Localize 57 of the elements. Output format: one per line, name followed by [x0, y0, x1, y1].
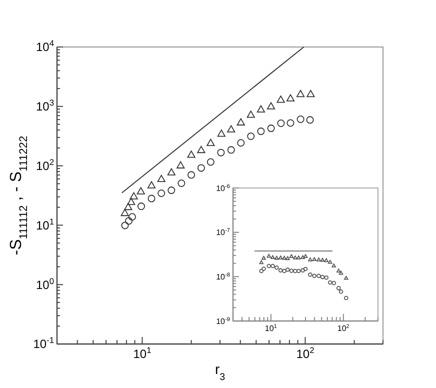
point — [274, 265, 279, 270]
point — [293, 256, 298, 260]
x-axis-title: r$_{3}$ — [214, 361, 226, 382]
point — [338, 289, 344, 294]
point — [324, 258, 328, 262]
point — [312, 274, 316, 278]
point — [293, 268, 298, 274]
y-tick-label: 10$^{-9}$ — [216, 316, 230, 326]
point — [266, 264, 272, 268]
point — [285, 267, 290, 272]
point — [285, 256, 290, 260]
point — [328, 260, 332, 264]
y-tick-label: 10$^{0}$ — [36, 276, 54, 292]
point — [320, 258, 325, 262]
point — [266, 254, 272, 258]
point — [278, 256, 283, 260]
point — [316, 274, 321, 278]
point — [300, 268, 305, 272]
point — [332, 264, 336, 268]
point — [336, 268, 341, 272]
point — [270, 264, 275, 268]
point — [259, 260, 264, 264]
y-tick-label: 10$^{2}$ — [36, 157, 54, 173]
point — [300, 255, 305, 260]
point — [308, 272, 312, 277]
point — [274, 256, 279, 260]
point — [308, 258, 312, 262]
point — [328, 280, 332, 285]
point — [332, 280, 336, 286]
point — [303, 254, 308, 258]
point — [278, 268, 283, 272]
y-tick-label: 10$^{4}$ — [36, 38, 54, 54]
y-tick-label: 10$^{-7}$ — [216, 228, 230, 238]
point — [320, 274, 325, 280]
point — [324, 276, 328, 280]
y-tick-label: 10$^{-1}$ — [33, 335, 54, 352]
point — [336, 286, 341, 290]
point — [259, 268, 264, 274]
point — [289, 268, 294, 273]
y-tick-label: 10$^{-6}$ — [216, 184, 230, 193]
point — [270, 255, 275, 260]
point — [282, 268, 286, 274]
y-tick-label: 10$^{1}$ — [36, 216, 54, 232]
point — [344, 296, 348, 300]
y-tick-label: 10$^{-8}$ — [216, 272, 230, 282]
point — [312, 257, 316, 262]
point — [303, 266, 308, 272]
point — [338, 270, 344, 275]
point — [316, 258, 321, 262]
point — [344, 276, 348, 280]
point — [282, 256, 286, 260]
point — [296, 256, 301, 260]
y-tick-label: 10$^{3}$ — [36, 98, 54, 114]
point — [296, 268, 301, 274]
point — [262, 256, 266, 260]
point — [289, 254, 294, 258]
point — [262, 266, 266, 271]
